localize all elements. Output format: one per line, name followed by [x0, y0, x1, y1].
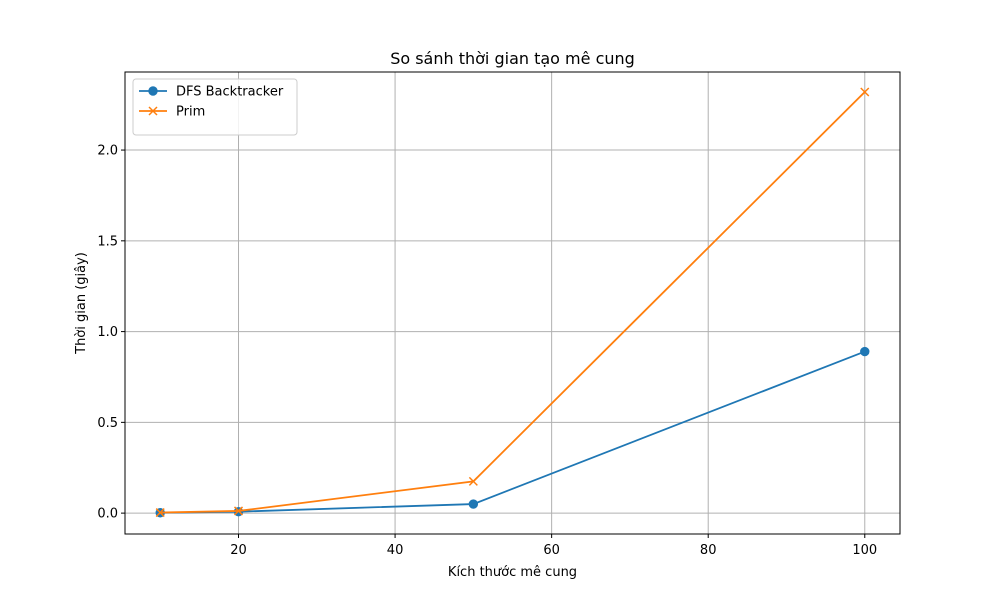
grid: [125, 72, 900, 534]
marker-stroke: [468, 476, 478, 486]
data-point-prim: [468, 476, 478, 486]
y-tick-label: 0.5: [97, 416, 118, 431]
y-tick-label: 1.0: [97, 325, 118, 340]
y-axis-label: Thời gian (giây): [74, 252, 89, 355]
data-point-dfs-backtracker: [860, 346, 870, 357]
y-tick-label: 0.0: [97, 507, 118, 522]
legend-label: DFS Backtracker: [176, 85, 284, 100]
x-tick-label: 100: [852, 543, 877, 558]
legend-label: Prim: [176, 105, 205, 120]
series-dfs-backtracker: [155, 346, 870, 518]
data-point-prim: [155, 508, 165, 518]
series-line-dfs-backtracker: [160, 350, 866, 514]
data-point-prim: [860, 87, 870, 97]
marker-stroke: [860, 87, 870, 97]
data-point-dfs-backtracker: [468, 499, 479, 509]
marker-stroke: [233, 506, 244, 516]
y-tick-label: 2.0: [97, 144, 118, 159]
chart-title: So sánh thời gian tạo mê cung: [390, 49, 635, 68]
y-tick-label: 1.5: [97, 234, 118, 249]
x-tick-label: 80: [700, 543, 717, 558]
legend-swatch-marker: [148, 106, 158, 116]
series-prim: [155, 87, 870, 518]
x-tick-label: 40: [387, 543, 404, 558]
legend: DFS Backtracker Prim: [132, 78, 298, 136]
legend-entry-dfs-backtracker: DFS Backtracker: [139, 85, 284, 100]
data-point-prim: [233, 506, 244, 516]
plot-frame: [124, 71, 901, 535]
x-tick-label: 60: [543, 543, 560, 558]
series-lines: [155, 87, 870, 518]
legend-box: [132, 78, 298, 136]
marker-stroke: [148, 106, 158, 116]
legend-swatch-marker: [148, 86, 158, 96]
x-axis-label: Kích thước mê cung: [448, 565, 577, 580]
marker-stroke: [155, 508, 165, 518]
x-tick-label: 20: [230, 543, 247, 558]
axis-ticks: 20 40 60 80 100 0.0 0.5 1.0 1.5 2.0: [97, 144, 877, 558]
series-line-prim: [160, 91, 866, 514]
legend-entry-prim: Prim: [139, 105, 205, 120]
